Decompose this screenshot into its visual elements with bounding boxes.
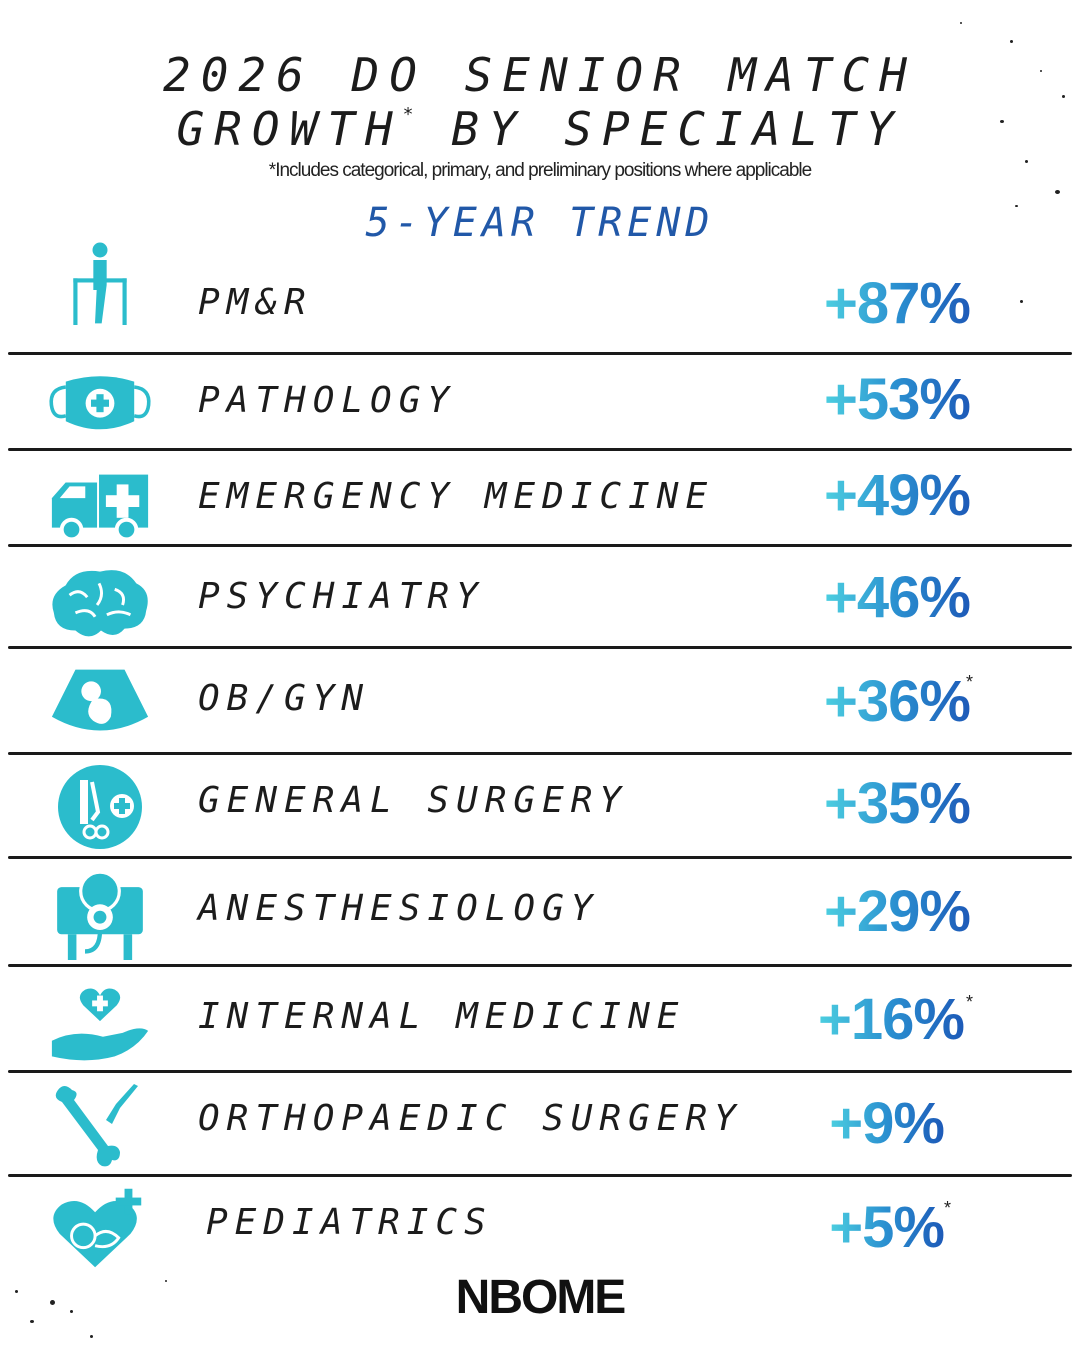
growth-value: +49% bbox=[824, 463, 971, 528]
specialty-row: INTERNAL MEDICINE +16% * bbox=[0, 964, 1080, 1068]
specialty-row: PM&R +87% bbox=[0, 242, 1080, 354]
specialty-row: PEDIATRICS +5% * bbox=[0, 1174, 1080, 1278]
anesthesia-mask-icon bbox=[57, 870, 143, 960]
ultrasound-baby-icon bbox=[51, 669, 149, 731]
growth-value: +35% bbox=[824, 771, 971, 836]
ambulance-icon bbox=[51, 474, 149, 542]
specialty-name: PSYCHIATRY bbox=[198, 576, 485, 617]
specialty-name: ORTHOPAEDIC SURGERY bbox=[198, 1098, 743, 1139]
rehab-parallel-bars-icon bbox=[73, 242, 127, 325]
specialty-row: ANESTHESIOLOGY +29% bbox=[0, 856, 1080, 960]
footnote-asterisk: * bbox=[966, 992, 974, 1012]
specialty-name: GENERAL SURGERY bbox=[198, 780, 629, 821]
row-divider bbox=[8, 856, 1072, 859]
specialty-name: EMERGENCY MEDICINE bbox=[198, 476, 715, 517]
trend-label: 5-YEAR TREND bbox=[365, 200, 715, 246]
growth-value: +53% bbox=[824, 367, 971, 432]
bone-scalpel-icon bbox=[55, 1084, 138, 1167]
growth-value: +46% bbox=[824, 565, 971, 630]
specialty-row: PATHOLOGY +53% bbox=[0, 352, 1080, 456]
heart-hand-icon bbox=[51, 988, 149, 1061]
growth-value: +36% bbox=[824, 669, 971, 734]
growth-value: +5% bbox=[829, 1195, 945, 1260]
face-mask-icon bbox=[49, 376, 151, 430]
surgical-tools-icon bbox=[58, 765, 142, 849]
row-divider bbox=[8, 1070, 1072, 1073]
row-divider bbox=[8, 964, 1072, 967]
specialty-name: PATHOLOGY bbox=[198, 380, 457, 421]
title-growth-word: GROWTH bbox=[176, 102, 403, 156]
growth-value: +29% bbox=[824, 879, 971, 944]
row-divider bbox=[8, 752, 1072, 755]
specialty-name: PEDIATRICS bbox=[206, 1202, 493, 1243]
title-line-2: GROWTH* BY SPECIALTY bbox=[0, 104, 1080, 153]
specialty-name: PM&R bbox=[198, 282, 313, 323]
footnote-asterisk: * bbox=[966, 672, 974, 692]
specialty-name: INTERNAL MEDICINE bbox=[198, 996, 686, 1037]
title-line-1: 2026 DO SENIOR MATCH bbox=[163, 48, 917, 102]
title-by-specialty: BY SPECIALTY bbox=[451, 102, 904, 156]
specialty-row: GENERAL SURGERY +35% bbox=[0, 752, 1080, 856]
row-divider bbox=[8, 448, 1072, 451]
specialty-row: PSYCHIATRY +46% bbox=[0, 544, 1080, 648]
specialty-row: OB/GYN +36% * bbox=[0, 646, 1080, 750]
specialty-name: OB/GYN bbox=[198, 678, 371, 719]
footnote-asterisk: * bbox=[944, 1198, 952, 1218]
brain-icon bbox=[52, 570, 148, 637]
row-divider bbox=[8, 1174, 1072, 1177]
specialty-row: EMERGENCY MEDICINE +49% bbox=[0, 448, 1080, 552]
row-divider bbox=[8, 352, 1072, 355]
growth-value: +16% bbox=[818, 987, 965, 1052]
specialty-row: ORTHOPAEDIC SURGERY +9% bbox=[0, 1070, 1080, 1174]
specialty-name: ANESTHESIOLOGY bbox=[198, 888, 600, 929]
growth-value: +87% bbox=[824, 271, 971, 336]
nbome-logo: NBOME bbox=[455, 1271, 627, 1324]
row-divider bbox=[8, 544, 1072, 547]
growth-value: +9% bbox=[829, 1091, 945, 1156]
baby-heart-icon bbox=[53, 1188, 142, 1268]
title-asterisk: * bbox=[402, 104, 414, 125]
row-divider bbox=[8, 646, 1072, 649]
footnote: *Includes categorical, primary, and prel… bbox=[268, 160, 812, 181]
